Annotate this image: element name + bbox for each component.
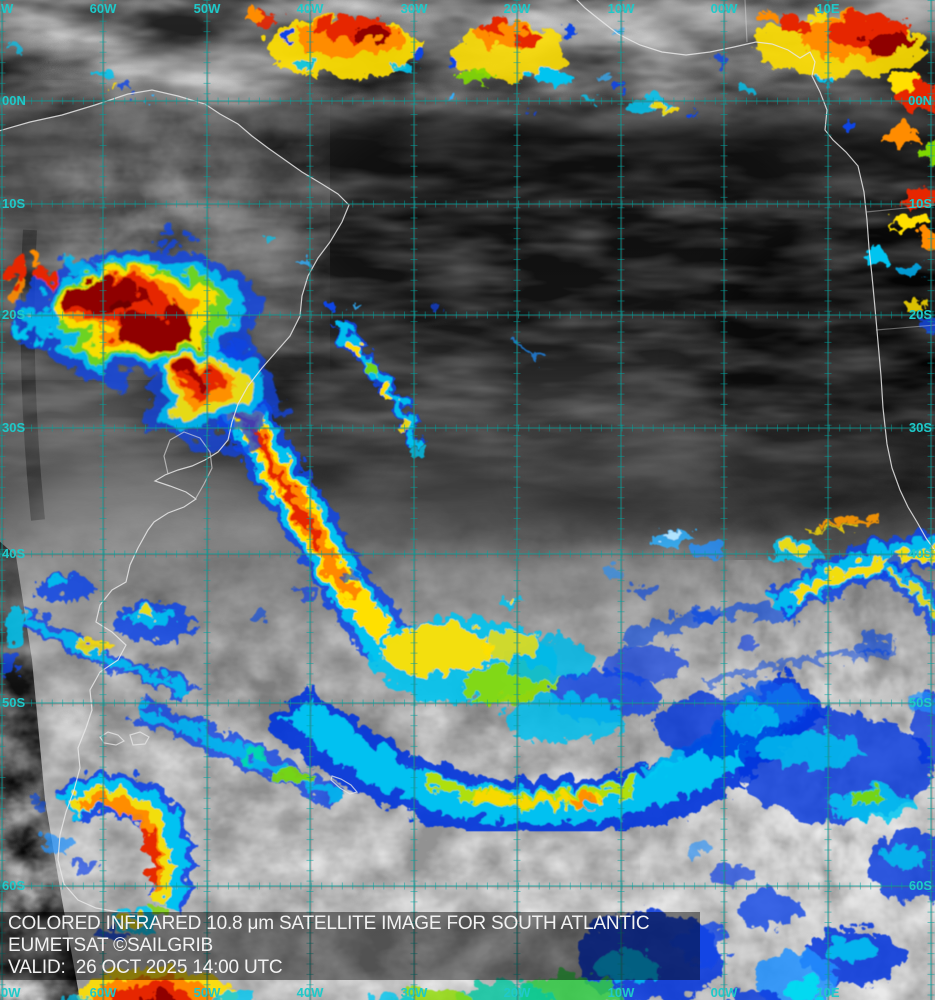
- south-georgia-outline: [330, 775, 359, 795]
- falkland-islands-outline: [99, 731, 150, 746]
- scattered-cells: [250, 332, 755, 645]
- itcz-convection: [6, 5, 935, 328]
- africa-borders: [744, 0, 935, 331]
- right-jet-streak: [762, 511, 935, 648]
- south-america-coastline: [0, 89, 350, 915]
- deep-convection-south-america: [0, 233, 273, 440]
- coastlines: [0, 0, 935, 915]
- caption-source: EUMETSAT ©SAILGRIB: [8, 935, 214, 956]
- caption-valid-time: VALID: 26 OCT 2025 14:00 UTC: [8, 957, 283, 978]
- southwest-comma-system: [0, 570, 341, 1000]
- caption-backdrop: [0, 912, 700, 980]
- offshore-brazil-band: [258, 228, 434, 451]
- africa-coastline: [576, 0, 935, 552]
- southern-arc-band: [264, 664, 823, 836]
- southeast-systems: [364, 644, 935, 1000]
- caption-title: COLORED INFRARED 10.8 μm SATELLITE IMAGE…: [8, 913, 650, 934]
